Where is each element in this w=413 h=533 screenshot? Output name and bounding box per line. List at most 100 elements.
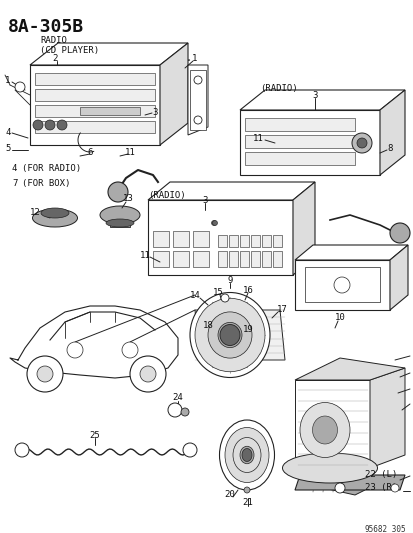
Text: (FOR BOX): (FOR BOX): [22, 179, 70, 188]
Bar: [250, 251, 259, 267]
Polygon shape: [30, 60, 190, 65]
Polygon shape: [30, 43, 188, 65]
Bar: [272, 251, 281, 267]
Polygon shape: [294, 260, 389, 310]
Text: 11: 11: [252, 133, 263, 142]
Text: 3: 3: [311, 91, 317, 100]
Bar: [244, 152, 354, 165]
Text: 9: 9: [227, 276, 232, 285]
Polygon shape: [389, 245, 407, 310]
Text: 95682_305: 95682_305: [363, 524, 405, 533]
Bar: [30, 65, 159, 145]
Polygon shape: [369, 368, 404, 468]
Text: 3: 3: [152, 108, 157, 117]
Bar: [240, 235, 248, 247]
Text: (FOR RADIO): (FOR RADIO): [22, 164, 81, 173]
Circle shape: [211, 221, 216, 225]
Circle shape: [122, 342, 138, 358]
Polygon shape: [195, 310, 284, 360]
Circle shape: [15, 82, 25, 92]
Text: 24: 24: [172, 393, 183, 402]
Polygon shape: [304, 450, 364, 495]
Ellipse shape: [312, 416, 337, 444]
Text: 17: 17: [276, 305, 287, 314]
Bar: [192, 231, 209, 247]
Circle shape: [389, 223, 409, 243]
Circle shape: [27, 356, 63, 392]
Ellipse shape: [195, 298, 264, 372]
Circle shape: [108, 182, 128, 202]
Circle shape: [168, 403, 182, 417]
Polygon shape: [159, 43, 188, 145]
Ellipse shape: [33, 209, 77, 227]
Bar: [240, 251, 248, 267]
Polygon shape: [294, 475, 404, 490]
Ellipse shape: [218, 322, 242, 348]
Bar: [250, 235, 259, 247]
Text: 11: 11: [124, 148, 135, 157]
Bar: [244, 135, 354, 148]
Bar: [192, 251, 209, 267]
Bar: [35, 73, 154, 85]
Text: (CD PLAYER): (CD PLAYER): [40, 46, 99, 55]
Ellipse shape: [299, 402, 349, 457]
Text: 12: 12: [30, 207, 40, 216]
Circle shape: [33, 120, 43, 130]
Text: 8: 8: [387, 143, 392, 152]
Circle shape: [140, 366, 156, 382]
Bar: [173, 251, 189, 267]
Text: 25: 25: [89, 431, 100, 440]
Text: 23 (R): 23 (R): [364, 483, 396, 492]
Ellipse shape: [219, 420, 274, 490]
Text: 8A-305B: 8A-305B: [8, 18, 84, 36]
Circle shape: [37, 366, 53, 382]
Ellipse shape: [233, 438, 260, 472]
Ellipse shape: [106, 219, 134, 227]
Text: 18: 18: [202, 321, 213, 330]
Bar: [228, 251, 237, 267]
Circle shape: [130, 356, 166, 392]
Circle shape: [67, 342, 83, 358]
Text: 2: 2: [52, 53, 57, 62]
Circle shape: [57, 120, 67, 130]
Bar: [35, 105, 154, 117]
Bar: [304, 267, 379, 302]
Circle shape: [333, 277, 349, 293]
Polygon shape: [188, 65, 207, 135]
Polygon shape: [294, 380, 369, 468]
Circle shape: [356, 138, 366, 148]
Text: 4: 4: [5, 127, 11, 136]
Circle shape: [194, 116, 202, 124]
Text: 1: 1: [5, 76, 11, 85]
Bar: [228, 235, 237, 247]
Text: 6: 6: [87, 148, 93, 157]
Polygon shape: [240, 90, 404, 110]
Text: 16: 16: [242, 286, 253, 295]
Bar: [153, 231, 169, 247]
Bar: [244, 118, 354, 131]
Bar: [272, 235, 281, 247]
Bar: [240, 110, 379, 175]
Text: 15: 15: [212, 287, 223, 296]
Ellipse shape: [41, 208, 69, 218]
Text: RADIO: RADIO: [40, 36, 67, 45]
Bar: [153, 251, 169, 267]
Circle shape: [15, 443, 29, 457]
Text: 21: 21: [242, 498, 253, 507]
Bar: [110, 215, 130, 227]
Text: 13: 13: [122, 193, 133, 203]
Ellipse shape: [282, 453, 377, 483]
Bar: [261, 251, 271, 267]
Circle shape: [334, 483, 344, 493]
Circle shape: [183, 443, 197, 457]
Circle shape: [212, 221, 217, 225]
Text: 14: 14: [189, 290, 200, 300]
Circle shape: [221, 294, 228, 302]
Bar: [35, 89, 154, 101]
Bar: [35, 121, 154, 133]
Polygon shape: [147, 182, 314, 200]
Bar: [190, 70, 206, 130]
Text: 20: 20: [224, 490, 235, 499]
Ellipse shape: [190, 293, 269, 377]
Text: 5: 5: [5, 143, 11, 152]
